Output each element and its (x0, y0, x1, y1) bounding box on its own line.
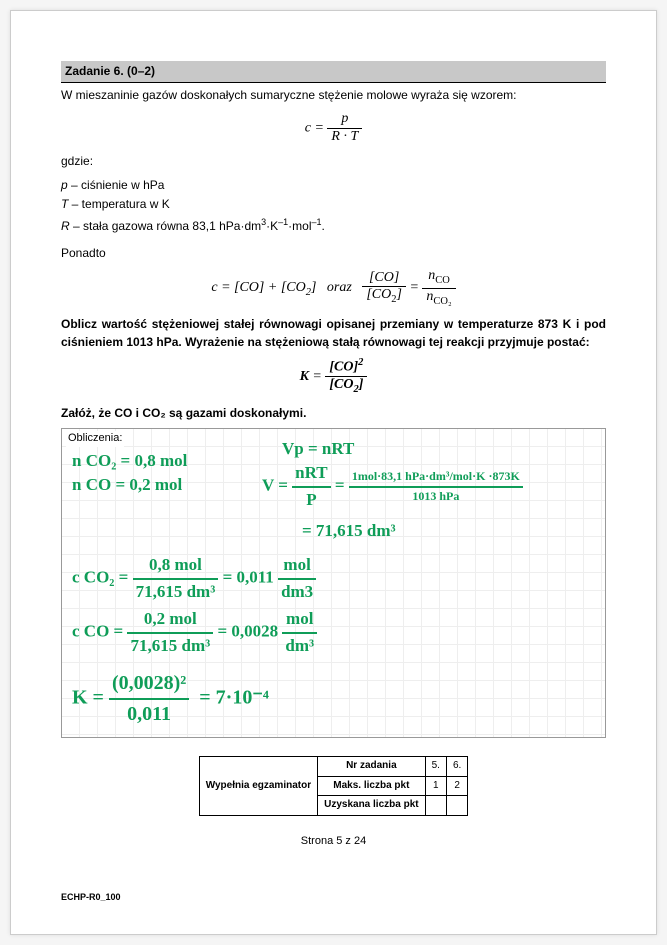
score-filler: Wypełnia egzaminator (199, 757, 317, 816)
formula-2: c = [CO] + [CO2] oraz [CO] [CO2] = nCO n… (61, 268, 606, 308)
score-got-5[interactable] (425, 796, 446, 816)
def-r: – stała gazowa równa 83,1 hPa·dm3·K–1·mo… (73, 219, 325, 233)
where-label: gdzie: (61, 153, 606, 170)
formula-c-lhs: c = (305, 120, 324, 135)
score-col-6: 6. (446, 757, 467, 777)
page-number: Strona 5 z 24 (61, 834, 606, 850)
score-nr: Nr zadania (318, 757, 425, 777)
hw-cco: c CO = 0,2 mol71,615 dm³ = 0,0028 moldm³ (72, 607, 317, 658)
hw-cco2: c CO₂ = 0,8 mol71,615 dm³ = 0,011 moldm3 (72, 553, 316, 604)
calc-label: Obliczenia: (66, 431, 124, 447)
score-maks: Maks. liczba pkt (318, 776, 425, 796)
hw-nco: n CO = 0,2 mol (72, 473, 182, 498)
hw-V-result: = 71,615 dm³ (302, 519, 396, 544)
exam-page: Zadanie 6. (0–2) W mieszaninie gazów dos… (10, 10, 657, 935)
formula-K: K = [CO]2 [CO2] (61, 357, 606, 397)
intro-text: W mieszaninie gazów doskonałych sumarycz… (61, 87, 606, 104)
doc-code: ECHP-R0_100 (61, 891, 121, 904)
score-uzysk: Uzyskana liczba pkt (318, 796, 425, 816)
formula-c: c = p R · T (61, 111, 606, 146)
score-table: Wypełnia egzaminator Nr zadania 5. 6. Ma… (199, 756, 469, 816)
score-got-6[interactable] (446, 796, 467, 816)
hw-K: K = (0,0028)²0,011 = 7·10⁻⁴ (72, 669, 269, 729)
hw-nco2: n CO₂ = 0,8 mol (72, 449, 187, 474)
hw-vp: Vp = nRT (282, 437, 354, 462)
calculation-area: Obliczenia: n CO₂ = 0,8 mol n CO = 0,2 m… (61, 428, 606, 738)
task-header: Zadanie 6. (0–2) (61, 61, 606, 83)
score-max-6: 2 (446, 776, 467, 796)
score-col-5: 5. (425, 757, 446, 777)
task-question: Oblicz wartość stężeniowej stałej równow… (61, 316, 606, 351)
formula-c-num: p (327, 111, 362, 129)
ponadto-label: Ponadto (61, 245, 606, 262)
assumption: Załóż, że CO i CO₂ są gazami doskonałymi… (61, 405, 606, 422)
formula-c-den: R · T (327, 129, 362, 146)
hw-V: V = nRTP = 1mol·83,1 hPa·dm³/mol·K ·873K… (262, 461, 523, 512)
score-max-5: 1 (425, 776, 446, 796)
definitions: p p – ciśnienie w hPa– ciśnienie w hPa T… (61, 177, 606, 235)
